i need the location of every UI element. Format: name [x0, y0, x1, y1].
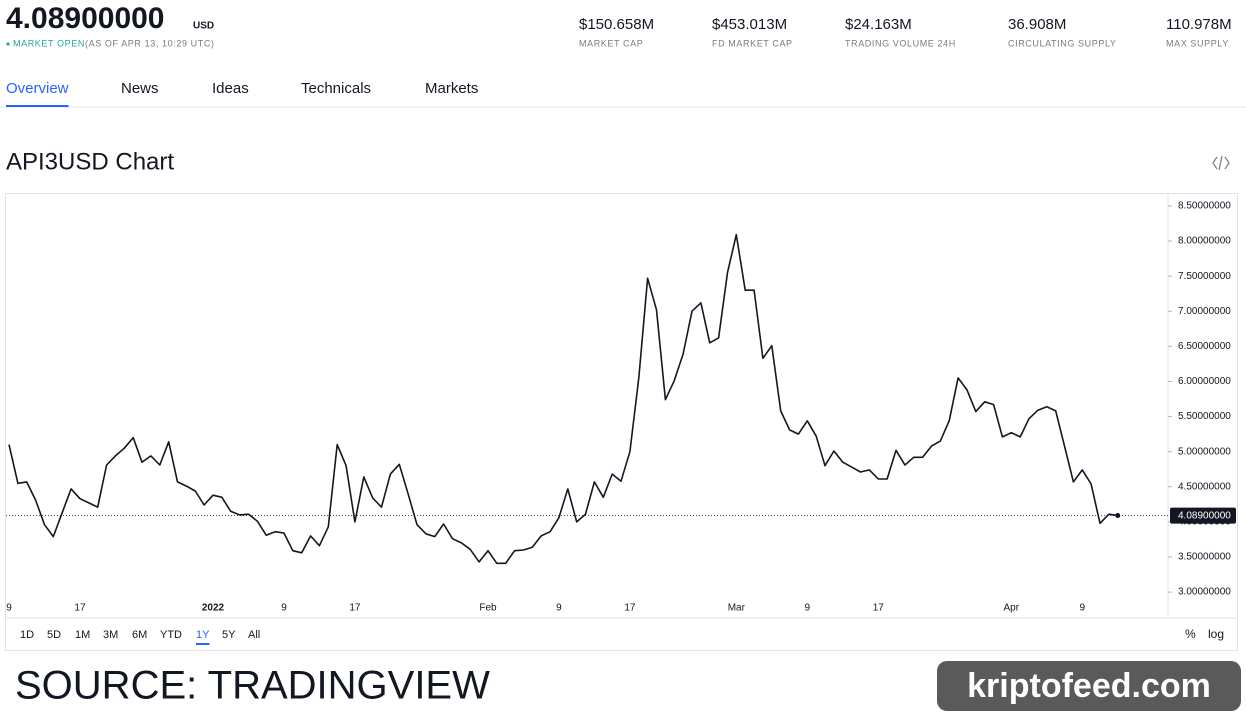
- x-tick-label: 9: [1079, 603, 1085, 614]
- x-tick-label: Mar: [728, 603, 746, 614]
- market-status: MARKET OPEN: [13, 38, 85, 48]
- y-tick-label: 8.50000000: [1178, 201, 1231, 212]
- y-tick-label: 4.50000000: [1178, 481, 1231, 492]
- stat-value: $24.163M: [845, 16, 912, 33]
- x-tick-label: 17: [873, 603, 885, 614]
- x-tick-label: 9: [281, 603, 287, 614]
- x-tick-label: 9: [556, 603, 562, 614]
- range-button[interactable]: 3M: [103, 629, 118, 641]
- scale-option[interactable]: log: [1208, 627, 1224, 641]
- x-tick-label: Feb: [479, 603, 497, 614]
- chart-frame: [5, 193, 1238, 651]
- y-tick-label: 7.00000000: [1178, 306, 1231, 317]
- stat-value: 36.908M: [1008, 16, 1066, 33]
- x-tick-label: 17: [349, 603, 361, 614]
- tab[interactable]: News: [121, 80, 159, 97]
- x-tick-label: 2022: [202, 603, 225, 614]
- watermark-box: [937, 661, 1241, 711]
- tab[interactable]: Ideas: [212, 80, 249, 97]
- chart-title: API3USD Chart: [6, 148, 174, 175]
- stat-value: $150.658M: [579, 16, 654, 33]
- range-button[interactable]: 5Y: [222, 629, 236, 641]
- stat-label: MARKET CAP: [579, 38, 643, 48]
- stat-value: 110.978M: [1166, 16, 1232, 33]
- x-tick-label: 17: [74, 603, 86, 614]
- x-tick-label: 9: [805, 603, 811, 614]
- tab[interactable]: Overview: [6, 80, 69, 97]
- stat-value: $453.013M: [712, 16, 787, 33]
- stat-label: FD MARKET CAP: [712, 38, 793, 48]
- range-button[interactable]: 1Y: [196, 629, 210, 641]
- range-button[interactable]: All: [248, 629, 260, 641]
- y-tick-label: 7.50000000: [1178, 271, 1231, 282]
- stat-label: CIRCULATING SUPPLY: [1008, 38, 1117, 48]
- x-tick-label: Apr: [1004, 603, 1020, 614]
- current-price-label: 4.08900000: [1178, 510, 1231, 521]
- x-tick-label: 9: [6, 603, 12, 614]
- tab[interactable]: Markets: [425, 80, 478, 97]
- scale-option[interactable]: %: [1185, 627, 1196, 641]
- y-tick-label: 6.50000000: [1178, 341, 1231, 352]
- embed-icon[interactable]: [1212, 155, 1230, 171]
- range-button[interactable]: 5D: [47, 629, 61, 641]
- status-dot: [6, 42, 10, 46]
- range-button[interactable]: YTD: [160, 629, 182, 641]
- stat-label: TRADING VOLUME 24H: [845, 38, 956, 48]
- last-point: [1115, 513, 1121, 519]
- tab[interactable]: Technicals: [301, 80, 371, 97]
- y-tick-label: 3.00000000: [1178, 587, 1231, 598]
- current-price-box: [1170, 507, 1236, 524]
- y-tick-label: 3.50000000: [1178, 552, 1231, 563]
- price-line: [8, 233, 1118, 565]
- y-tick-label: 6.00000000: [1178, 376, 1231, 387]
- price: 4.08900000: [6, 2, 165, 35]
- x-tick-label: 17: [624, 603, 636, 614]
- y-tick-label: 5.00000000: [1178, 446, 1231, 457]
- watermark: kriptofeed.com: [967, 667, 1211, 705]
- stat-label: MAX SUPPLY: [1166, 38, 1229, 48]
- range-button[interactable]: 6M: [132, 629, 147, 641]
- range-button[interactable]: 1D: [20, 629, 34, 641]
- source-text: SOURCE: TRADINGVIEW: [15, 664, 490, 708]
- y-tick-label: 5.50000000: [1178, 411, 1231, 422]
- y-tick-label: 8.00000000: [1178, 236, 1231, 247]
- range-button[interactable]: 1M: [75, 629, 90, 641]
- as-of: (AS OF APR 13, 10:29 UTC): [85, 38, 215, 48]
- currency: USD: [193, 21, 214, 32]
